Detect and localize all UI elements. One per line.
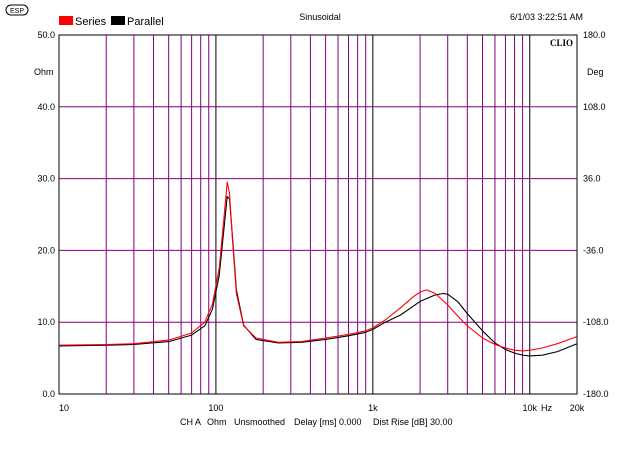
x-tick-label: 100: [208, 403, 223, 413]
x-tick-label: 1k: [368, 403, 378, 413]
svg-text:ESP: ESP: [10, 8, 24, 15]
footer-info: CH A Ohm Unsmoothed Delay [ms] 0.000 Dis…: [180, 417, 453, 427]
footer-unit: Ohm: [207, 417, 227, 427]
curves: [58, 181, 578, 357]
plot-area: [58, 34, 578, 395]
legend-swatch-parallel: [111, 16, 125, 25]
y-axis-left-label: Ohm: [34, 67, 54, 77]
y-right-tick-label: -36.0: [583, 245, 604, 255]
footer-channel: CH A: [180, 417, 201, 427]
x-axis-unit: Hz: [541, 403, 552, 413]
y-left-tick-label: 0.0: [42, 389, 55, 399]
y-left-tick-label: 10.0: [37, 317, 55, 327]
footer-smoothing: Unsmoothed: [234, 417, 285, 427]
legend-label-series: Series: [75, 16, 107, 28]
y-left-tick-label: 20.0: [37, 245, 55, 255]
series-line-series: [58, 181, 578, 352]
y-right-tick-label: -180.0: [583, 389, 609, 399]
y-right-tick-label: 180.0: [583, 30, 606, 40]
chart-title: Sinusoidal: [299, 12, 341, 22]
y-axis-right-label: Deg: [587, 67, 604, 77]
brand-label: CLIO: [550, 38, 573, 48]
footer-dist-rise: Dist Rise [dB] 30.00: [373, 417, 453, 427]
legend: Series Parallel: [59, 16, 164, 28]
legend-label-parallel: Parallel: [127, 16, 164, 28]
y-left-tick-label: 40.0: [37, 102, 55, 112]
y-right-tick-label: -108.0: [583, 317, 609, 327]
y-right-tick-label: 108.0: [583, 102, 606, 112]
y-right-tick-label: 36.0: [583, 174, 601, 184]
legend-swatch-series: [59, 16, 73, 25]
y-left-tick-label: 50.0: [37, 30, 55, 40]
timestamp: 6/1/03 3:22:51 AM: [510, 12, 583, 22]
tick-labels: 0.0 10.0 20.0 30.0 40.0 50.0 180.0 108.0 36.0 -36…: [37, 30, 608, 413]
x-tick-label: 10k: [523, 403, 538, 413]
grid: [59, 35, 577, 394]
x-tick-label: 10: [59, 403, 69, 413]
footer-delay: Delay [ms] 0.000: [294, 417, 362, 427]
x-tick-label: 20k: [570, 403, 585, 413]
esp-logo: ESP: [5, 4, 29, 16]
y-left-tick-label: 30.0: [37, 174, 55, 184]
